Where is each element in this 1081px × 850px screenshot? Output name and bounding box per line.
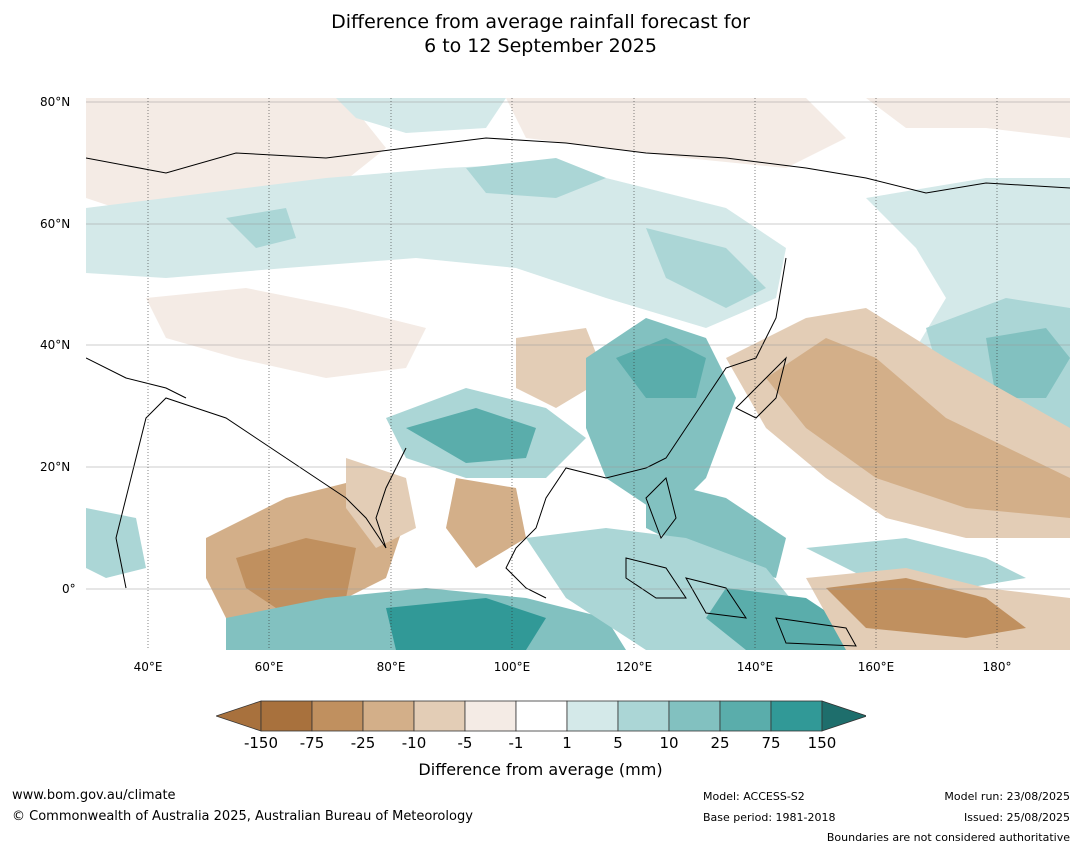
title-line-1: Difference from average rainfall forecas… xyxy=(331,11,750,33)
coastline xyxy=(775,617,857,647)
coastline xyxy=(86,357,187,399)
anomaly-region xyxy=(646,478,786,578)
map-canvas xyxy=(86,98,1070,650)
colorbar-segment xyxy=(566,700,619,732)
colorbar-tick-label: -10 xyxy=(401,734,427,752)
anomaly-region xyxy=(506,98,846,168)
anomaly-region xyxy=(516,328,606,408)
anomaly-region xyxy=(866,98,1070,138)
anomaly-region xyxy=(616,338,706,398)
colorbar-caption: Difference from average (mm) xyxy=(418,760,663,779)
anomaly-region xyxy=(406,408,536,463)
title-line-2: 6 to 12 September 2025 xyxy=(424,35,657,57)
colorbar-tick-label: -25 xyxy=(350,734,376,752)
boundaries-note: Boundaries are not considered authoritat… xyxy=(826,831,1070,844)
graticule xyxy=(86,101,1070,590)
anomaly-region xyxy=(646,228,766,308)
anomaly-region xyxy=(766,338,1070,518)
colorbar-tick-label: 10 xyxy=(659,734,679,752)
colorbar xyxy=(216,700,866,732)
colorbar-tick-label: 75 xyxy=(761,734,781,752)
model-run-text: Model run: 23/08/2025 xyxy=(944,790,1070,803)
colorbar-tick-label: 25 xyxy=(710,734,730,752)
lon-label-40e: 40°E xyxy=(133,660,163,674)
anomaly-region xyxy=(146,288,426,378)
anomaly-region xyxy=(386,598,546,650)
chart-title: Difference from average rainfall forecas… xyxy=(0,10,1081,58)
colorbar-segment xyxy=(668,700,721,732)
colorbar-segment xyxy=(362,700,415,732)
lon-label-100e: 100°E xyxy=(493,660,531,674)
anomaly-region xyxy=(86,163,786,328)
colorbar-tick-label: 150 xyxy=(807,734,837,752)
colorbar-tick-label: -75 xyxy=(299,734,325,752)
colorbar-tick-label: 5 xyxy=(613,734,623,752)
coastline xyxy=(625,557,687,599)
meridians xyxy=(147,98,998,650)
lat-label-80n: 80°N xyxy=(40,95,71,109)
colorbar-segment xyxy=(311,700,364,732)
coastline xyxy=(86,137,1070,194)
colorbar-segment xyxy=(617,700,670,732)
anomaly-region xyxy=(446,478,526,568)
copyright-text: © Commonwealth of Australia 2025, Austra… xyxy=(12,809,473,824)
lon-label-80e: 80°E xyxy=(376,660,406,674)
lon-label-120e: 120°E xyxy=(615,660,653,674)
colorbar-extend-low xyxy=(216,700,262,732)
anomaly-region xyxy=(336,98,506,133)
lon-label-60e: 60°E xyxy=(254,660,284,674)
colorbar-segment xyxy=(770,700,823,732)
rainfall-anomaly-map xyxy=(86,98,1070,650)
colorbar-extend-high xyxy=(821,700,866,732)
coastline xyxy=(645,257,787,469)
website-text: www.bom.gov.au/climate xyxy=(12,788,176,803)
anomaly-region xyxy=(86,508,146,578)
coastlines xyxy=(86,137,1070,647)
lat-label-60n: 60°N xyxy=(40,217,71,231)
anomaly-region xyxy=(226,208,296,248)
colorbar-segment xyxy=(260,700,313,732)
issued-text: Issued: 25/08/2025 xyxy=(963,811,1070,824)
coastline xyxy=(684,577,748,619)
colorbar-tick-label: -1 xyxy=(508,734,524,752)
coastline xyxy=(645,477,677,540)
colorbar-segment xyxy=(719,700,772,732)
lat-label-0: 0° xyxy=(62,582,76,596)
lon-label-160e: 160°E xyxy=(857,660,895,674)
colorbar-segment xyxy=(515,700,568,732)
base-period-text: Base period: 1981-2018 xyxy=(703,811,836,824)
lon-label-180: 180° xyxy=(982,660,1012,674)
coastline xyxy=(285,447,407,549)
coastline xyxy=(505,467,647,599)
colorbar-segment xyxy=(413,700,466,732)
lat-label-20n: 20°N xyxy=(40,460,71,474)
colorbar-tick-label: -5 xyxy=(457,734,473,752)
anomaly-region xyxy=(466,158,606,198)
colorbar-tick-label: -150 xyxy=(243,734,279,752)
model-text: Model: ACCESS-S2 xyxy=(703,790,805,803)
coastline xyxy=(115,397,287,589)
colorbar-segment xyxy=(464,700,517,732)
coastline xyxy=(735,356,787,419)
anomaly-region xyxy=(986,328,1070,398)
colorbar-tick-label: 1 xyxy=(562,734,572,752)
lat-label-40n: 40°N xyxy=(40,338,71,352)
lon-label-140e: 140°E xyxy=(736,660,774,674)
anomaly-region xyxy=(236,538,356,608)
